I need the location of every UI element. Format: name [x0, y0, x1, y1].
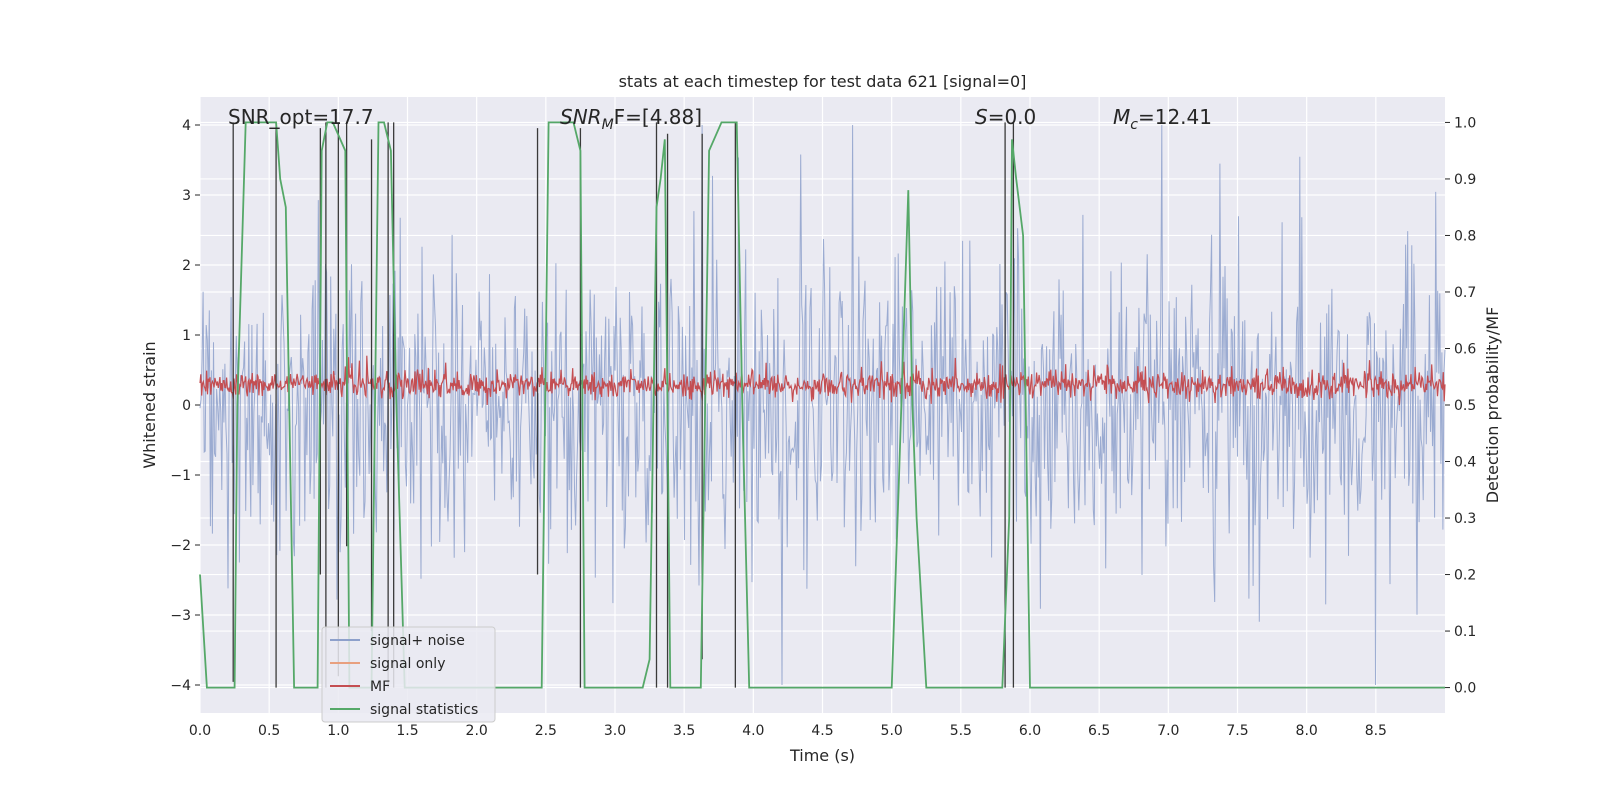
x-tick-label: 8.0: [1296, 723, 1318, 739]
x-tick-label: 8.5: [1365, 723, 1387, 739]
legend-label-signal-statistics: signal statistics: [370, 702, 478, 718]
y2-axis-label: Detection probability/MF: [1483, 307, 1502, 504]
chart-title: stats at each timestep for test data 621…: [619, 72, 1027, 91]
annotation-snr-opt: SNR_opt=17.7: [228, 105, 374, 129]
axis-ticks: 0.0 0.5 1.0 1.5 2.0 2.5 3.0 3.5 4.0 4.5 5.0 5.5 6.0 6…: [170, 115, 1476, 739]
legend: signal+ noise signal only MF signal stat…: [321, 626, 496, 723]
annotation-s: S=0.0: [975, 105, 1036, 129]
x-tick-label: 5.0: [881, 723, 903, 739]
s-name: S: [975, 105, 988, 129]
x-tick-label: 0.0: [189, 723, 211, 739]
legend-label-signal-noise: signal+ noise: [370, 633, 465, 649]
x-tick-label: 1.5: [396, 723, 418, 739]
x-tick-label: 4.0: [742, 723, 764, 739]
series-signal-noise: [199, 124, 1446, 686]
snr-mf-suffix: F=[4.88]: [614, 105, 702, 129]
y2-tick-label: 0.9: [1454, 172, 1476, 188]
series-signal-statistics: [199, 121, 1445, 689]
series-mf: [199, 355, 1446, 406]
y-tick-label: 3: [182, 188, 191, 204]
y-tick-label: −3: [170, 608, 191, 624]
x-tick-label: 2.5: [535, 723, 557, 739]
mc-name: M: [1113, 105, 1130, 129]
y-tick-label: 0: [182, 398, 191, 414]
mc-value: =12.41: [1138, 105, 1212, 129]
line-signal-statistics: [199, 121, 1445, 689]
y2-tick-label: 0.1: [1454, 624, 1476, 640]
x-tick-label: 6.0: [1019, 723, 1041, 739]
x-tick-label: 7.5: [1226, 723, 1248, 739]
y-tick-label: 1: [182, 328, 191, 344]
y-tick-label: −4: [170, 678, 191, 694]
x-axis-label: Time (s): [789, 746, 855, 765]
mc-subscript: c: [1130, 117, 1138, 133]
y2-tick-label: 0.2: [1454, 568, 1476, 584]
x-tick-label: 2.0: [466, 723, 488, 739]
y2-tick-label: 0.3: [1454, 511, 1476, 527]
x-tick-label: 7.0: [1157, 723, 1179, 739]
y-tick-label: −1: [170, 468, 191, 484]
y-axis-label: Whitened strain: [140, 341, 159, 468]
x-tick-label: 3.0: [604, 723, 626, 739]
line-mf: [199, 355, 1446, 406]
s-value: =0.0: [988, 105, 1037, 129]
y-tick-label: −2: [170, 538, 191, 554]
detection-markers: [232, 122, 1015, 688]
snr-mf-prefix: SNR: [560, 105, 602, 129]
y-tick-label: 2: [182, 258, 191, 274]
snr-mf-subscript: M: [602, 117, 614, 133]
legend-label-mf: MF: [370, 679, 390, 695]
annotation-mc: Mc=12.41: [1113, 105, 1212, 133]
y2-tick-label: 0.6: [1454, 341, 1476, 357]
x-tick-label: 0.5: [258, 723, 280, 739]
y2-tick-label: 0.0: [1454, 681, 1476, 697]
x-tick-label: 6.5: [1088, 723, 1110, 739]
y2-tick-label: 0.4: [1454, 455, 1476, 471]
y-tick-label: 4: [182, 118, 191, 134]
x-tick-label: 4.5: [811, 723, 833, 739]
annotation-snr-mf: SNRMF=[4.88]: [560, 105, 702, 133]
line-signal-noise: [199, 124, 1446, 686]
legend-box: [321, 626, 496, 723]
y2-tick-label: 0.7: [1454, 285, 1476, 301]
x-tick-label: 5.5: [950, 723, 972, 739]
y2-tick-label: 0.8: [1454, 228, 1476, 244]
legend-label-signal-only: signal only: [370, 656, 445, 672]
x-tick-label: 1.0: [327, 723, 349, 739]
y2-tick-label: 0.5: [1454, 398, 1476, 414]
x-tick-label: 3.5: [673, 723, 695, 739]
y2-tick-label: 1.0: [1454, 115, 1476, 131]
